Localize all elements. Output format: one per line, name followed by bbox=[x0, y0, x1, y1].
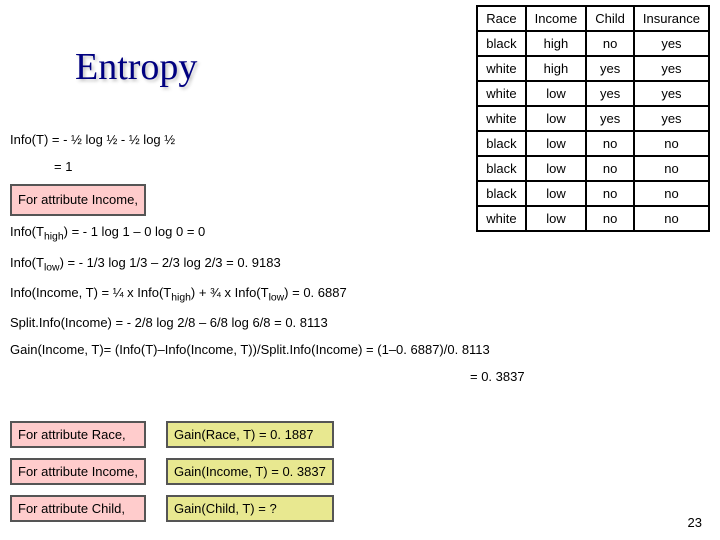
table-cell: high bbox=[526, 31, 587, 56]
child-gain-box: Gain(Child, T) = ? bbox=[166, 495, 334, 522]
table-cell: no bbox=[586, 206, 634, 231]
table-cell: low bbox=[526, 206, 587, 231]
table-cell: black bbox=[477, 31, 525, 56]
table-cell: high bbox=[526, 56, 587, 81]
table-cell: low bbox=[526, 106, 587, 131]
table-cell: low bbox=[526, 181, 587, 206]
page-title: Entropy bbox=[75, 45, 197, 89]
table-cell: no bbox=[586, 156, 634, 181]
table-header: Insurance bbox=[634, 6, 709, 31]
bottom-boxes: For attribute Race, Gain(Race, T) = 0. 1… bbox=[10, 421, 334, 522]
race-label-box: For attribute Race, bbox=[10, 421, 146, 448]
split-info: Split.Info(Income) = - 2/8 log 2/8 – 6/8… bbox=[10, 313, 525, 334]
info-tlow: Info(Tlow) = - 1/3 log 1/3 – 2/3 log 2/3… bbox=[10, 253, 525, 277]
table-cell: white bbox=[477, 81, 525, 106]
child-label-box: For attribute Child, bbox=[10, 495, 146, 522]
income-gain-box: Gain(Income, T) = 0. 3837 bbox=[166, 458, 334, 485]
info-thigh: Info(Thigh) = - 1 log 1 – 0 log 0 = 0 bbox=[10, 222, 525, 246]
table-cell: yes bbox=[634, 56, 709, 81]
info-income: Info(Income, T) = ¼ x Info(Thigh) + ¾ x … bbox=[10, 283, 525, 307]
table-cell: white bbox=[477, 106, 525, 131]
table-row: whitehighyesyes bbox=[477, 56, 709, 81]
for-income-box: For attribute Income, bbox=[10, 184, 146, 217]
table-row: blackhighnoyes bbox=[477, 31, 709, 56]
table-cell: no bbox=[586, 181, 634, 206]
table-cell: white bbox=[477, 56, 525, 81]
table-cell: yes bbox=[634, 81, 709, 106]
table-cell: yes bbox=[634, 106, 709, 131]
page-number: 23 bbox=[688, 515, 702, 530]
calculations: Info(T) = - ½ log ½ - ½ log ½ = 1 For at… bbox=[10, 130, 525, 393]
table-cell: no bbox=[634, 156, 709, 181]
table-cell: yes bbox=[586, 106, 634, 131]
info-t-2: = 1 bbox=[54, 157, 525, 178]
table-header: Race bbox=[477, 6, 525, 31]
gain-income-1: Gain(Income, T)= (Info(T)–Info(Income, T… bbox=[10, 340, 525, 361]
table-cell: no bbox=[586, 31, 634, 56]
table-cell: yes bbox=[586, 56, 634, 81]
table-row: whitelowyesyes bbox=[477, 81, 709, 106]
table-cell: no bbox=[586, 131, 634, 156]
table-header: Income bbox=[526, 6, 587, 31]
race-gain-box: Gain(Race, T) = 0. 1887 bbox=[166, 421, 334, 448]
table-cell: yes bbox=[586, 81, 634, 106]
table-cell: no bbox=[634, 206, 709, 231]
table-cell: no bbox=[634, 131, 709, 156]
table-row: whitelowyesyes bbox=[477, 106, 709, 131]
table-cell: yes bbox=[634, 31, 709, 56]
table-cell: low bbox=[526, 156, 587, 181]
income-label-box: For attribute Income, bbox=[10, 458, 146, 485]
table-cell: no bbox=[634, 181, 709, 206]
table-header: Child bbox=[586, 6, 634, 31]
table-cell: low bbox=[526, 131, 587, 156]
gain-income-2: = 0. 3837 bbox=[470, 367, 525, 388]
table-cell: low bbox=[526, 81, 587, 106]
info-t-1: Info(T) = - ½ log ½ - ½ log ½ bbox=[10, 130, 525, 151]
